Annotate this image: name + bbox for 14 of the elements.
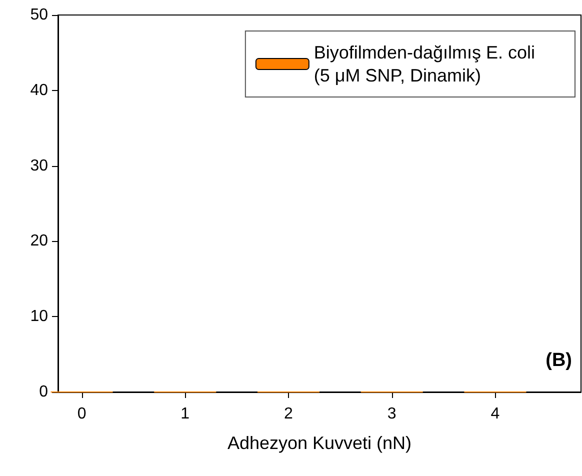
annotation: (B): [546, 350, 572, 371]
x-tick-label: 4: [490, 406, 500, 422]
x-tick-label: 0: [77, 406, 86, 422]
x-axis-title: Adhezyon Kuvveti (nN): [227, 433, 412, 453]
y-tick-label: 40: [30, 82, 48, 99]
y-tick-label: 50: [30, 6, 48, 24]
y-tick-label: 10: [30, 308, 48, 326]
y-tick-label: 0: [39, 384, 48, 400]
legend-label: Biyofilmden-dağılmış E. coli (5 μM SNP, Dinamik): [314, 42, 536, 86]
y-tick-label: 20: [30, 232, 48, 250]
x-tick-label: 2: [284, 406, 294, 422]
y-tick-label: 30: [30, 157, 48, 174]
x-tick-label: 1: [180, 406, 190, 422]
x-tick-label: 3: [387, 406, 396, 422]
